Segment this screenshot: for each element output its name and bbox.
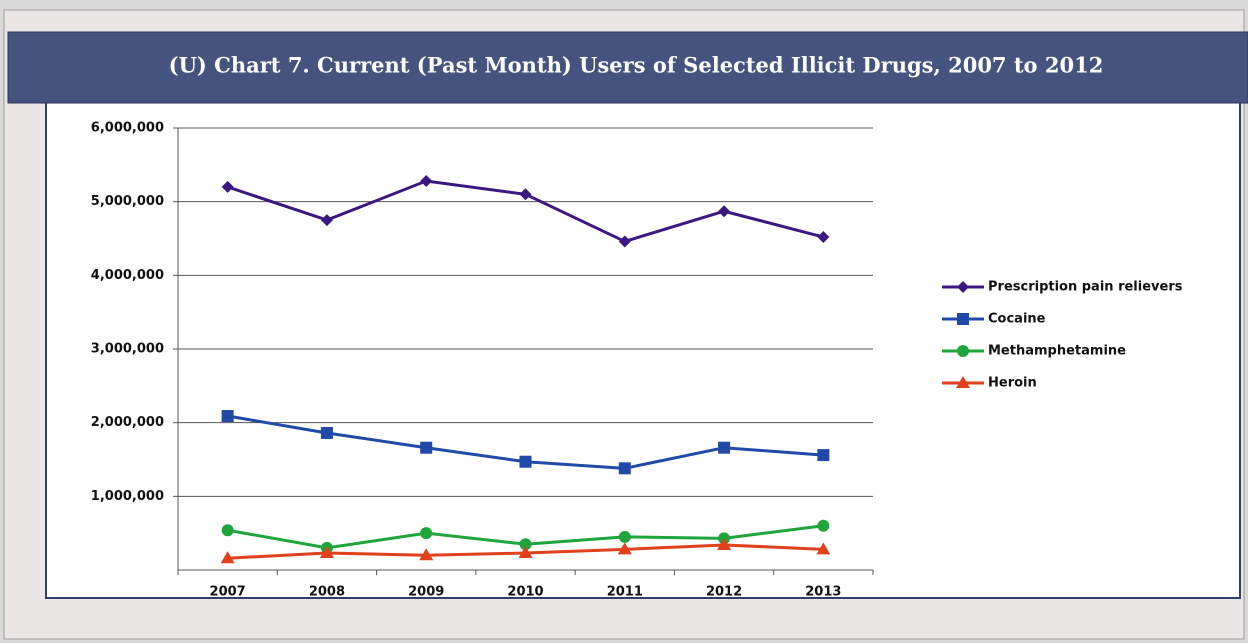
data-point <box>518 546 533 559</box>
legend-marker <box>956 376 970 388</box>
y-tick-label: 5,000,000 <box>91 194 164 209</box>
data-point <box>718 441 731 454</box>
data-point <box>419 548 434 561</box>
chart-title: (U) Chart 7. Current (Past Month) Users … <box>169 53 1104 78</box>
y-tick-label: 6,000,000 <box>91 121 164 136</box>
data-point <box>221 410 234 423</box>
x-tick-label: 2013 <box>805 585 841 600</box>
data-point <box>221 524 234 537</box>
y-tick-label: 3,000,000 <box>91 342 164 357</box>
data-point <box>420 175 433 188</box>
x-tick-label: 2009 <box>408 585 444 600</box>
data-point <box>319 546 334 559</box>
legend-label: Heroin <box>988 376 1037 391</box>
legend-label: Prescription pain relievers <box>988 280 1183 295</box>
data-point <box>618 462 631 475</box>
x-tick-label: 2011 <box>607 585 643 600</box>
data-point <box>817 449 830 462</box>
x-tick-label: 2010 <box>507 585 543 600</box>
y-tick-label: 4,000,000 <box>91 268 164 283</box>
x-tick-label: 2007 <box>210 585 246 600</box>
legend-marker <box>957 281 969 293</box>
legend-label: Methamphetamine <box>988 344 1126 359</box>
data-point <box>718 205 731 218</box>
data-point <box>320 426 333 439</box>
title-bar <box>7 31 1248 104</box>
data-point <box>618 530 631 543</box>
data-point <box>220 551 235 564</box>
data-point <box>617 542 632 555</box>
legend-marker <box>957 345 969 357</box>
data-point <box>221 180 234 193</box>
data-point <box>519 538 532 551</box>
data-point <box>519 188 532 201</box>
data-point <box>717 537 732 550</box>
data-point <box>420 441 433 454</box>
y-tick-label: 1,000,000 <box>91 489 164 504</box>
data-point <box>817 519 830 532</box>
data-point <box>420 527 433 540</box>
data-point <box>817 231 830 244</box>
x-tick-label: 2008 <box>309 585 345 600</box>
data-point <box>519 455 532 468</box>
data-point <box>618 235 631 248</box>
legend-label: Cocaine <box>988 312 1046 327</box>
y-tick-label: 2,000,000 <box>91 415 164 430</box>
x-tick-label: 2012 <box>706 585 742 600</box>
data-point <box>320 214 333 227</box>
legend-marker <box>957 313 969 325</box>
data-point <box>816 542 831 555</box>
